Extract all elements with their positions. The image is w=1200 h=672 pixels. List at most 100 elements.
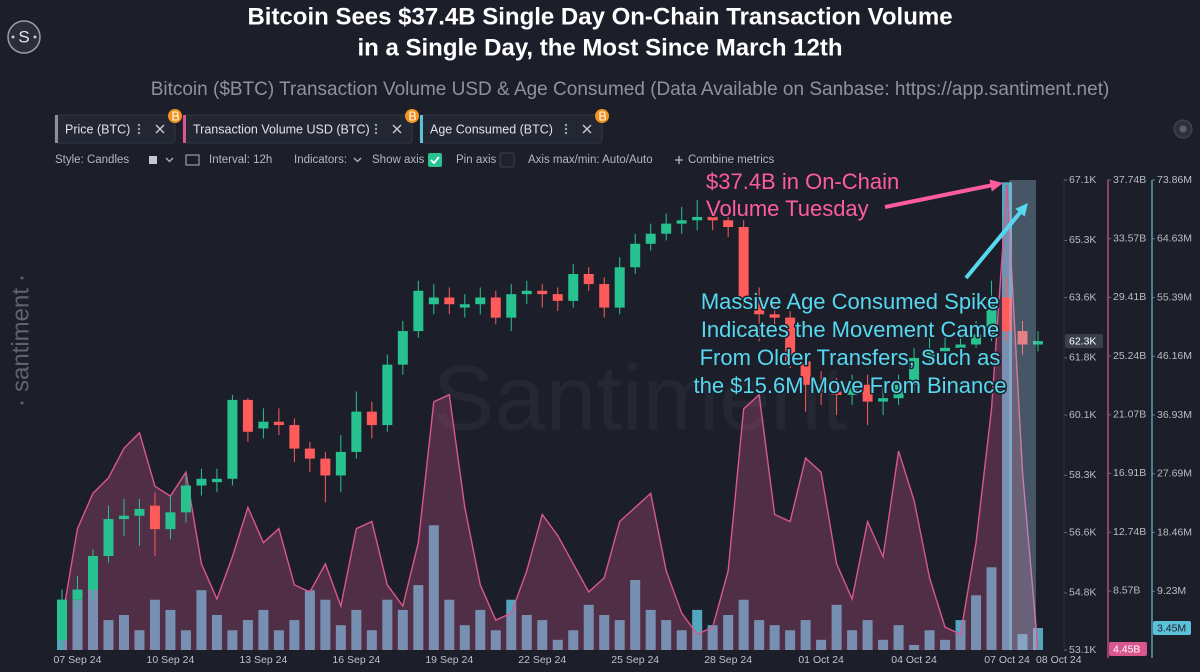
bar [738, 599, 749, 650]
candle-body [165, 512, 176, 530]
candle-body [940, 347, 951, 352]
x-tick-label: 28 Sep 24 [704, 654, 752, 666]
y-tick-label: 16.91B [1113, 467, 1146, 479]
bar [614, 620, 625, 650]
bar [351, 609, 362, 650]
candle-body [382, 364, 393, 426]
candle-body [87, 556, 98, 590]
y-tick-label: 18.46M [1157, 526, 1192, 538]
y-tick-label: 58.3K [1069, 469, 1096, 481]
candle-body [413, 290, 424, 332]
close-icon[interactable] [155, 124, 165, 134]
close-icon[interactable] [392, 124, 402, 134]
candle-body [707, 216, 718, 221]
last-value-box [1153, 621, 1191, 636]
combine-metrics[interactable]: Combine metrics [688, 154, 775, 166]
last-value-label: 3.45M [1157, 622, 1186, 634]
interval-select[interactable]: Interval: 12h [209, 154, 272, 166]
annotation: the $15.6M Move From Binance [693, 373, 1006, 398]
bar [211, 615, 222, 650]
indicators-select[interactable]: Indicators: [294, 154, 347, 166]
bar [955, 620, 966, 650]
candle-body [878, 398, 889, 402]
candle-body [831, 391, 842, 395]
bar [1002, 182, 1013, 650]
show-axis-checkbox[interactable] [428, 153, 442, 167]
chevron [353, 157, 362, 163]
bar [87, 580, 98, 650]
pin-axis-checkbox[interactable] [499, 152, 515, 168]
x-tick-label: 04 Oct 24 [891, 654, 937, 666]
y-tick-label: 8.57B [1113, 585, 1140, 597]
candle-body [645, 233, 656, 244]
axis-minmax[interactable]: Axis max/min: Auto/Auto [528, 154, 653, 166]
pin-axis-label: Pin axis [456, 154, 497, 166]
y-tick-label: 9.23M [1157, 585, 1186, 597]
bar [568, 630, 579, 650]
highlight [1009, 180, 1036, 650]
color-swatch[interactable] [149, 156, 157, 164]
bar [862, 620, 873, 650]
bar [676, 630, 687, 650]
bar [909, 644, 920, 650]
candle-body [149, 505, 160, 530]
area [62, 184, 1038, 650]
bar [754, 620, 765, 650]
annotation: From Older Transfers, Such as [700, 345, 1001, 370]
candle-body [335, 451, 346, 476]
candle-body [630, 243, 641, 268]
candle-body [258, 421, 269, 429]
annotation: Indicates the Movement Came [701, 317, 999, 342]
bar [165, 609, 176, 650]
annotation-arrow [964, 207, 1025, 280]
bar [506, 599, 517, 650]
check [430, 156, 440, 165]
bar [180, 630, 191, 650]
bar [413, 585, 424, 650]
candle-body [924, 351, 935, 358]
candle-body [134, 509, 145, 516]
candle-body [862, 384, 873, 402]
close-icon[interactable] [582, 124, 592, 134]
bar [397, 609, 408, 650]
bar [986, 567, 997, 650]
bar [103, 620, 114, 650]
y-tick-label: 60.1K [1069, 409, 1096, 421]
bar [134, 630, 145, 650]
bar [289, 620, 300, 650]
bar [552, 639, 563, 650]
candle-body [785, 317, 796, 362]
menu-dot [374, 127, 378, 131]
bar [366, 630, 377, 650]
legend-swatch [55, 115, 58, 143]
legend-label: Price (BTC) [65, 122, 130, 136]
annotation: Massive Age Consumed Spike [701, 289, 999, 314]
candle-body [180, 485, 191, 513]
menu-dot [374, 123, 378, 127]
candle-body [1002, 297, 1013, 332]
menu-dot [564, 127, 568, 131]
y-tick-label: 29.41B [1113, 291, 1146, 303]
candle-body [211, 478, 222, 483]
bar [847, 630, 858, 650]
y-tick-label: 65.3K [1069, 234, 1096, 246]
style-select[interactable]: Style: Candles [55, 154, 129, 166]
bar [583, 604, 594, 650]
plus-icon [675, 156, 683, 164]
y-tick-label: 37.74B [1113, 174, 1146, 186]
bar [924, 630, 935, 650]
interval-icon [185, 154, 200, 166]
candle-body [196, 478, 207, 486]
logo-circle [7, 20, 41, 54]
y-tick-label: 46.16M [1157, 350, 1192, 362]
plot: Santiment Price (BTC) Transaction Volume U… [54, 109, 1192, 666]
candle-body [72, 589, 83, 600]
candle-body [118, 515, 129, 520]
candle-body [909, 357, 920, 385]
bar [645, 609, 656, 650]
watermark: Santiment [433, 347, 847, 449]
candle-body [676, 220, 687, 224]
candle-body [289, 425, 300, 449]
candle-body [723, 220, 734, 227]
